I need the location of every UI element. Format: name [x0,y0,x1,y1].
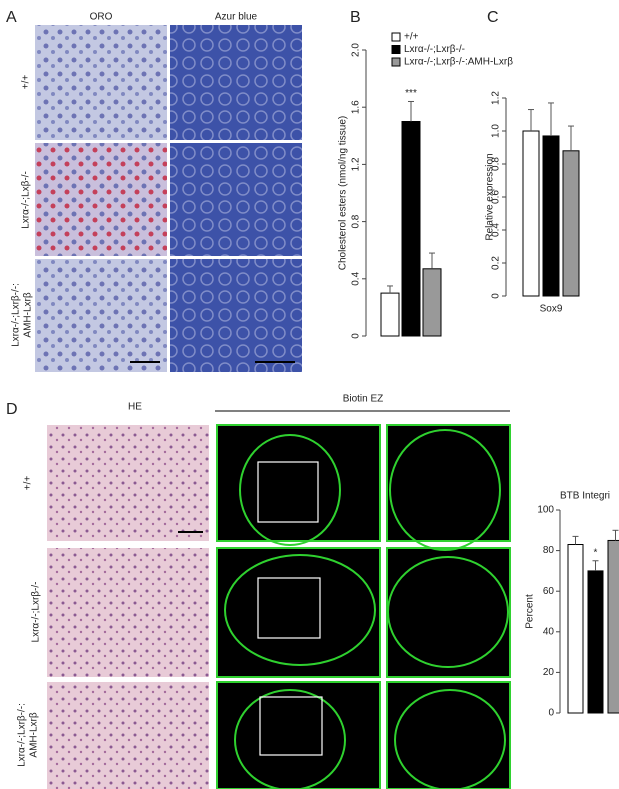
row-label: AMH-Lxrβ [23,292,34,337]
x-tick-label: Sox9 [540,304,563,315]
micrograph [47,548,209,677]
row-label: Lxrα-/-;Lxβ-/- [21,171,32,229]
y-tick-label: 0.8 [351,214,362,228]
y-tick-label: 2.0 [351,43,362,57]
panel-letter: A [6,9,17,26]
bar [607,539,619,714]
y-tick-label: 1.2 [351,157,362,171]
row-label: +/+ [21,75,32,90]
significance: *** [405,88,417,99]
y-tick-label: 60 [543,586,555,597]
micrograph [386,547,511,678]
bar [401,121,421,337]
column-label: Biotin EZ [343,394,384,405]
bar [522,130,540,297]
y-tick-label: 40 [543,626,555,637]
legend-swatch [391,32,401,42]
y-tick-label: 80 [543,545,555,556]
fluorescence-images [216,424,511,789]
legend-entry: +/+ [404,32,419,43]
micrograph [386,424,511,542]
micrograph [35,25,167,140]
y-tick-label: 0.8 [491,157,502,171]
y-tick-label: 20 [543,667,555,678]
panel-letter: B [350,9,361,26]
micrograph [47,425,209,541]
y-tick-label: 0 [351,333,362,339]
bar [567,544,584,714]
micrograph [35,259,167,372]
significance: * [594,547,598,558]
bar [562,150,580,297]
tubule-outline [224,554,376,666]
tubule-outline [387,556,509,668]
y-axis-label: Relative expression [485,153,496,240]
panel-a: A ORO Azur blue +/+ Lxrα-/-;Lxβ-/- Lxrα-… [6,9,302,372]
bar [380,292,400,337]
panel-letter: D [6,401,18,418]
panel-d: D HE Biotin EZ +/+ Lxrα-/-;Lxrβ-/- [6,394,511,789]
micrograph [170,25,302,140]
y-axis-label: Percent [525,594,536,629]
row-label: AMH-Lxrβ [29,712,40,757]
column-label: Azur blue [215,12,258,23]
y-tick-label: 1.6 [351,100,362,114]
y-tick-label: 100 [537,505,554,516]
micrograph [47,682,209,789]
legend-entry: Lxrα-/-;Lxrβ-/- [404,44,465,55]
micrograph [216,681,381,789]
zoom-boxes [257,461,323,756]
y-tick-label: 0.2 [491,256,502,270]
y-tick-label: 0.6 [491,190,502,204]
y-tick-label: 0.4 [491,223,502,237]
bar [542,135,560,297]
row-label: Lxrα-/-;Lxrβ-/- [31,582,42,643]
column-label: ORO [90,12,113,23]
chart-title: BTB Integri [560,491,610,502]
bar [422,268,442,337]
column-label: HE [128,402,142,413]
micrograph [170,143,302,256]
legend-swatch [391,45,401,54]
row-label: Lxrα-/-;Lxrβ-/-: [17,703,28,767]
bar [587,570,604,714]
panel-letter: C [487,9,499,26]
micrograph [216,547,381,678]
tubule-outline [394,689,506,789]
row-label: +/+ [23,476,34,491]
tubule-outline [389,429,501,551]
micrograph [216,424,381,542]
y-tick-label: 0.4 [351,271,362,285]
y-axis-label: Cholesterol esters (nmol/ng tissue) [338,116,349,271]
legend-swatch [391,57,401,67]
tubule-outline [234,689,346,789]
micrograph [35,143,167,256]
tubule-outline [239,434,341,546]
y-tick-label: 0 [548,708,554,719]
legend-entry: Lxrα-/-;Lxrβ-/-:AMH-Lxrβ [404,57,513,68]
micrograph [170,259,302,372]
y-tick-label: 1.2 [491,91,502,105]
y-tick-label: 1.0 [491,124,502,138]
row-label: Lxrα-/-;Lxrβ-/-: [11,283,22,347]
y-tick-label: 0 [491,293,502,299]
